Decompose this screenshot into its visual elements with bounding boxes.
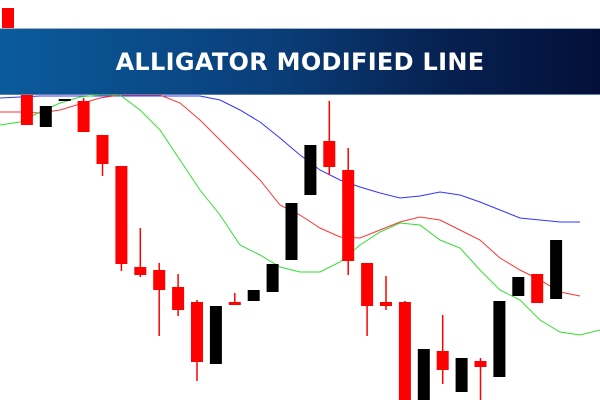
bearish-candle [342, 170, 355, 261]
bullish-candle [266, 264, 279, 292]
bearish-candle [228, 302, 241, 305]
bearish-candle [323, 141, 336, 167]
bearish-candle [134, 267, 147, 275]
bullish-candle [417, 349, 430, 400]
bearish-candle [436, 351, 449, 370]
bearish-candle [77, 101, 90, 132]
bearish-candle [191, 302, 203, 362]
alligator-lips-line [0, 94, 600, 336]
bearish-candle [531, 274, 544, 303]
bearish-candle [398, 302, 411, 400]
bullish-candle [512, 277, 525, 296]
bullish-candle [58, 99, 71, 101]
bullish-candle [455, 358, 468, 392]
bearish-candle [96, 135, 109, 164]
alligator-jaw-line [0, 95, 580, 223]
bearish-candle [115, 166, 128, 264]
bearish-candle [172, 287, 185, 310]
bullish-candle [39, 106, 52, 127]
bearish-candle [153, 270, 166, 290]
bearish-candle [474, 361, 487, 367]
bearish-candle [380, 302, 392, 306]
banner-title: ALLIGATOR MODIFIED LINE [115, 47, 485, 76]
bullish-candle [285, 203, 298, 260]
bullish-candle [209, 306, 222, 364]
bullish-candle [550, 240, 563, 299]
bearish-candle [361, 263, 374, 306]
bullish-candle [247, 290, 260, 301]
bullish-candle [304, 145, 317, 195]
bearish-candle [20, 95, 33, 125]
title-banner: ALLIGATOR MODIFIED LINE [0, 28, 600, 95]
bullish-candle [493, 301, 506, 377]
